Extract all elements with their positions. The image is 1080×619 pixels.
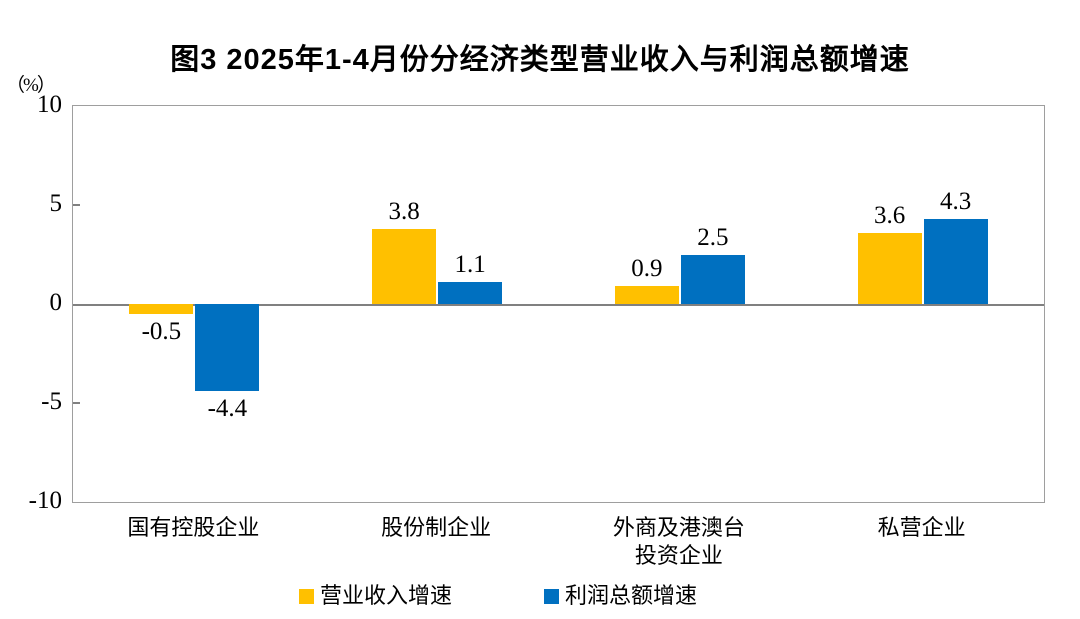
bar-营业收入增速-股份制企业 — [372, 228, 437, 304]
legend-swatch-icon — [544, 588, 559, 604]
x-axis-category-label: 国有控股企业 — [127, 515, 260, 540]
bar-value-label: -4.4 — [207, 395, 248, 423]
bar-利润总额增速-外商及港澳台投资企业 — [680, 254, 745, 304]
bar-营业收入增速-外商及港澳台投资企业 — [614, 286, 679, 304]
bar-value-label: 4.3 — [940, 187, 972, 215]
y-axis-tick-mark — [73, 204, 80, 206]
bar-value-label: 3.6 — [874, 201, 906, 229]
legend-label: 利润总额增速 — [565, 583, 698, 608]
bar-利润总额增速-国有控股企业 — [195, 304, 260, 392]
y-axis-tick-label: -10 — [28, 487, 62, 514]
y-axis: 10 5 0 -5 -10 — [0, 0, 62, 619]
y-axis-tick-label: 0 — [49, 289, 63, 316]
y-axis-tick-mark — [73, 402, 80, 404]
legend-swatch-icon — [298, 588, 314, 604]
y-axis-tick-label: -5 — [41, 388, 62, 415]
legend-label: 营业收入增速 — [319, 583, 452, 608]
y-axis-tick-label: 5 — [49, 190, 63, 217]
y-axis-tick-label: 10 — [37, 91, 62, 118]
bar-value-label: 3.8 — [388, 197, 420, 225]
bar-value-label: -0.5 — [141, 317, 182, 345]
x-axis-category-label: 私营企业 — [877, 515, 966, 540]
bar-利润总额增速-股份制企业 — [438, 282, 503, 304]
bar-value-label: 1.1 — [454, 251, 486, 279]
legend: 营业收入增速 利润总额增速 — [0, 584, 1038, 608]
bar-利润总额增速-私营企业 — [923, 218, 988, 304]
plot-area: -0.5 3.8 0.9 3.6 -4.4 1.1 2.5 4.3 — [72, 105, 1045, 503]
y-axis-unit-label: （%） — [6, 75, 56, 96]
legend-item-营业收入增速: 营业收入增速 — [298, 583, 452, 608]
bar-value-label: 0.9 — [631, 255, 663, 283]
bar-value-label: 2.5 — [697, 223, 729, 251]
chart-title: 图3 2025年1-4月份分经济类型营业收入与利润总额增速 — [170, 44, 910, 76]
legend-item-利润总额增速: 利润总额增速 — [544, 584, 697, 608]
zero-axis-line — [73, 304, 1044, 306]
x-axis-category-label: 股份制企业 — [381, 515, 492, 540]
bar-营业收入增速-私营企业 — [857, 232, 922, 304]
bar-营业收入增速-国有控股企业 — [129, 304, 194, 314]
x-axis-category-label: 外商及港澳台 投资企业 — [612, 515, 745, 568]
